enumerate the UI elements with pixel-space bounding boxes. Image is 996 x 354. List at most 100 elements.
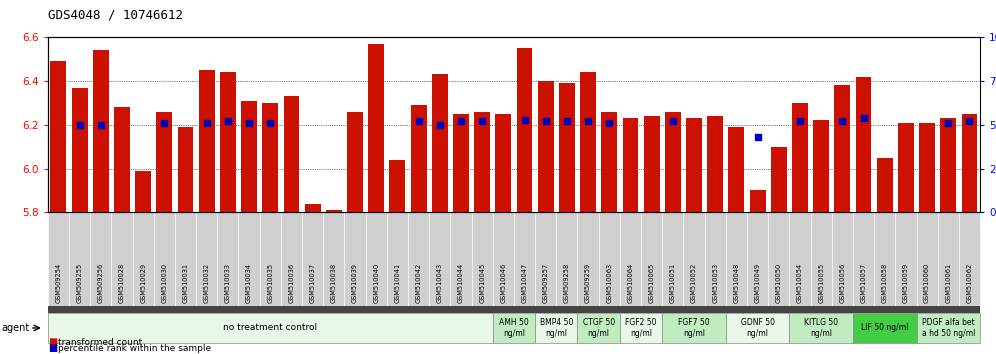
Bar: [916, 212, 937, 306]
Bar: [683, 212, 704, 306]
Text: GSM510053: GSM510053: [712, 263, 718, 303]
Text: GSM510030: GSM510030: [161, 263, 167, 303]
Text: GSM510057: GSM510057: [861, 263, 867, 303]
Bar: [940, 118, 956, 212]
Bar: [432, 74, 448, 212]
Bar: [578, 212, 599, 306]
Text: GDNF 50
ng/ml: GDNF 50 ng/ml: [741, 318, 775, 338]
Bar: [559, 83, 575, 212]
Bar: [493, 212, 514, 306]
Bar: [410, 105, 426, 212]
Text: GSM510028: GSM510028: [119, 263, 124, 303]
Bar: [389, 160, 405, 212]
Text: GSM510035: GSM510035: [267, 263, 273, 303]
Bar: [495, 114, 511, 212]
Text: BMP4 50
ng/ml: BMP4 50 ng/ml: [540, 318, 573, 338]
Bar: [450, 212, 471, 306]
Bar: [620, 313, 662, 343]
Text: GSM510064: GSM510064: [627, 263, 633, 303]
Bar: [284, 96, 300, 212]
Text: GSM509255: GSM509255: [77, 263, 83, 303]
Text: GSM510056: GSM510056: [840, 263, 846, 303]
Text: GSM510032: GSM510032: [204, 263, 210, 303]
Bar: [48, 306, 980, 313]
Bar: [895, 212, 916, 306]
Text: GSM510048: GSM510048: [733, 263, 739, 303]
Bar: [366, 212, 386, 306]
Bar: [48, 212, 69, 306]
Bar: [602, 112, 618, 212]
Text: GSM510038: GSM510038: [331, 263, 337, 303]
Bar: [93, 50, 109, 212]
Bar: [771, 147, 787, 212]
Bar: [750, 190, 766, 212]
Text: GSM510050: GSM510050: [776, 263, 782, 303]
Bar: [324, 212, 345, 306]
Bar: [916, 313, 980, 343]
Bar: [792, 103, 808, 212]
Bar: [853, 212, 874, 306]
Text: GSM510047: GSM510047: [522, 263, 528, 303]
Text: percentile rank within the sample: percentile rank within the sample: [58, 344, 211, 353]
Bar: [177, 127, 193, 212]
Text: GSM510029: GSM510029: [140, 263, 146, 303]
Text: GSM510031: GSM510031: [182, 263, 188, 303]
Text: GSM510055: GSM510055: [818, 263, 824, 303]
Text: GSM510045: GSM510045: [479, 263, 485, 303]
Bar: [262, 103, 278, 212]
Text: GSM510059: GSM510059: [903, 263, 909, 303]
Bar: [643, 116, 659, 212]
Bar: [238, 212, 260, 306]
Bar: [69, 212, 91, 306]
Bar: [557, 212, 578, 306]
Bar: [704, 212, 726, 306]
Text: GSM510044: GSM510044: [458, 263, 464, 303]
Text: GSM510036: GSM510036: [289, 263, 295, 303]
Bar: [898, 122, 914, 212]
Bar: [707, 116, 723, 212]
Text: GSM510058: GSM510058: [881, 263, 887, 303]
Bar: [811, 212, 832, 306]
Bar: [728, 127, 744, 212]
Bar: [217, 212, 238, 306]
Bar: [686, 118, 702, 212]
Bar: [768, 212, 790, 306]
Bar: [961, 114, 977, 212]
Bar: [51, 61, 67, 212]
Bar: [876, 158, 892, 212]
Text: KITLG 50
ng/ml: KITLG 50 ng/ml: [804, 318, 839, 338]
Text: GSM509254: GSM509254: [56, 263, 62, 303]
Text: transformed count: transformed count: [58, 338, 142, 347]
Text: PDGF alfa bet
a hd 50 ng/ml: PDGF alfa bet a hd 50 ng/ml: [921, 318, 975, 338]
Text: FGF7 50
ng/ml: FGF7 50 ng/ml: [678, 318, 710, 338]
Bar: [72, 87, 88, 212]
Bar: [790, 313, 853, 343]
Bar: [874, 212, 895, 306]
Bar: [747, 212, 768, 306]
Bar: [580, 72, 596, 212]
Text: GSM510063: GSM510063: [607, 263, 613, 303]
Bar: [641, 212, 662, 306]
Bar: [326, 210, 342, 212]
Text: GSM510046: GSM510046: [500, 263, 506, 303]
Text: GSM509256: GSM509256: [98, 263, 104, 303]
Bar: [196, 212, 217, 306]
Bar: [471, 212, 493, 306]
Bar: [937, 212, 959, 306]
Bar: [662, 212, 683, 306]
Text: no treatment control: no treatment control: [223, 324, 318, 332]
Text: agent: agent: [1, 323, 29, 333]
Bar: [153, 212, 175, 306]
Bar: [535, 212, 557, 306]
Bar: [302, 212, 324, 306]
Bar: [813, 120, 829, 212]
Bar: [832, 212, 853, 306]
Bar: [853, 313, 916, 343]
Bar: [220, 72, 236, 212]
Text: LIF 50 ng/ml: LIF 50 ng/ml: [861, 324, 908, 332]
Text: GSM510041: GSM510041: [394, 263, 400, 303]
Bar: [835, 85, 851, 212]
Bar: [429, 212, 450, 306]
Text: GSM510043: GSM510043: [437, 263, 443, 303]
Bar: [578, 313, 620, 343]
